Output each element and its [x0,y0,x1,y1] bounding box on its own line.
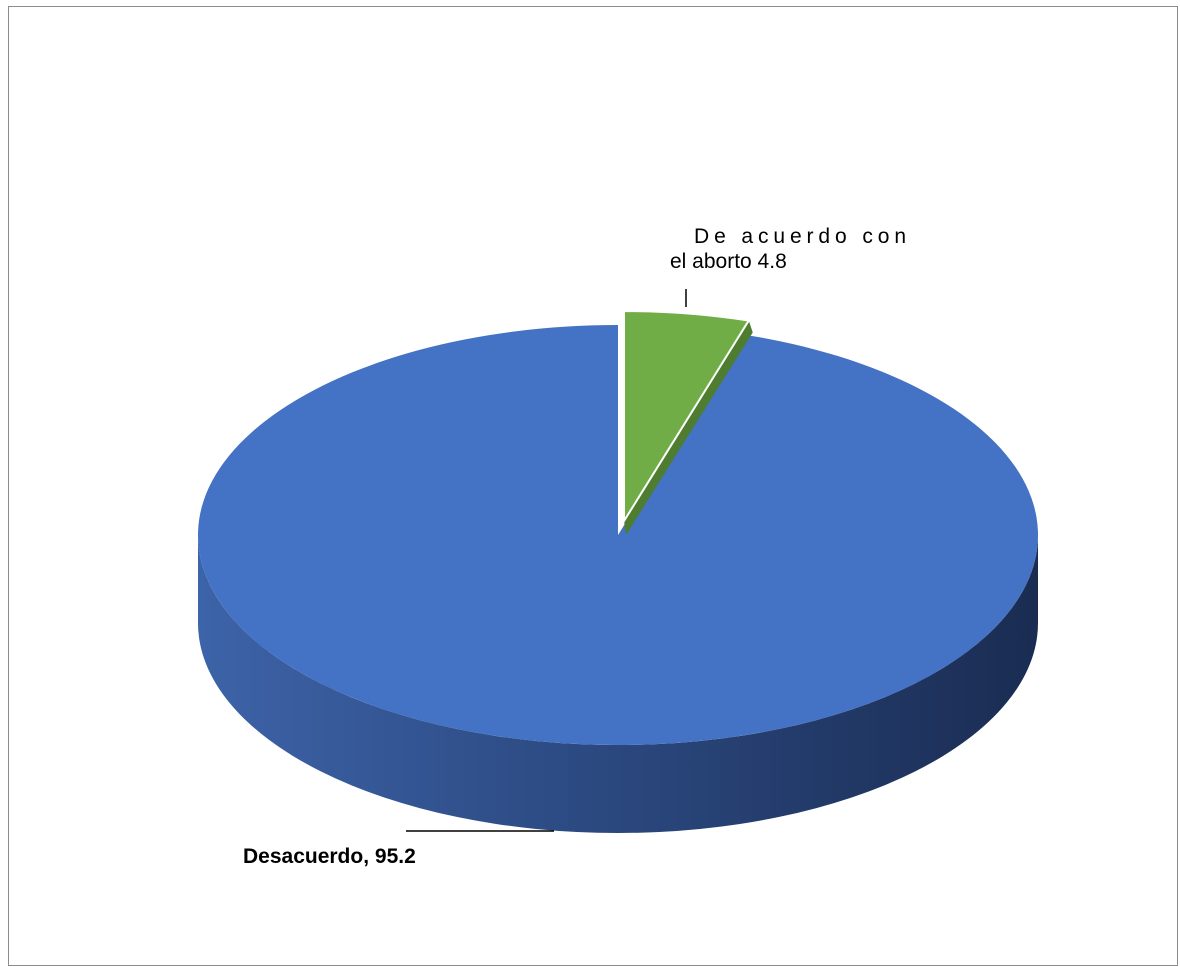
slice-acuerdo-side [624,320,753,535]
slice-desacuerdo-side [198,535,1038,833]
data-label-acuerdo-line1: De acuerdo con [694,225,906,248]
data-label-desacuerdo: Desacuerdo, 95.2 [243,845,416,868]
pie-slices [197,309,1038,833]
slice-acuerdo [623,309,751,525]
data-label-acuerdo-line2: el aborto 4.8 [670,250,787,273]
slice-desacuerdo [197,325,1038,745]
